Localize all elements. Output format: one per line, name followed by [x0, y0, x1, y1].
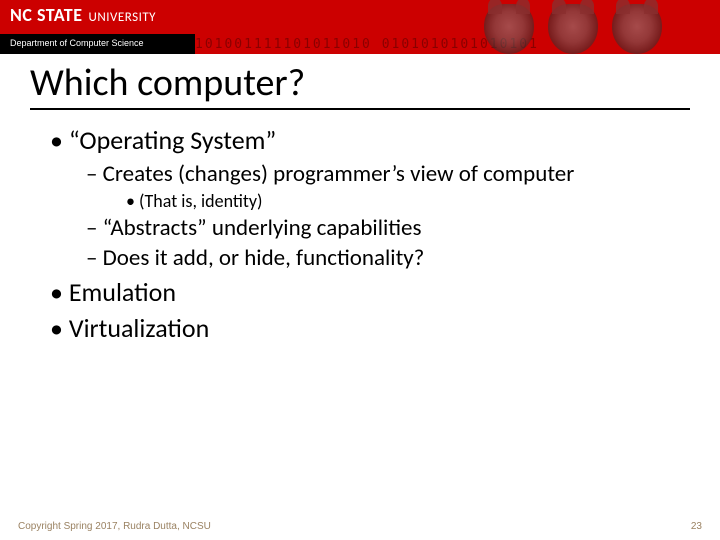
bullet-lvl2: “Abstracts” underlying capabilities	[86, 214, 690, 242]
logo-light: UNIVERSITY	[88, 10, 156, 25]
wolf-icon	[548, 4, 598, 54]
bullet-list: “Operating System” Creates (changes) pro…	[30, 124, 690, 344]
bullet-lvl3: (That is, identity)	[126, 190, 690, 212]
bullet-lvl2: Creates (changes) programmer’s view of c…	[86, 160, 690, 188]
title-area: Which computer?	[0, 54, 720, 110]
bullet-lvl1: “Operating System”	[50, 124, 690, 156]
logo-bold: NC STATE	[10, 4, 82, 26]
department-bar: Department of Computer Science	[0, 34, 195, 54]
bullet-lvl2: Does it add, or hide, functionality?	[86, 244, 690, 272]
bullet-lvl1: Virtualization	[50, 312, 690, 344]
bullet-lvl1: Emulation	[50, 276, 690, 308]
footer-page-number: 23	[691, 521, 702, 532]
university-logo: NC STATE UNIVERSITY	[0, 0, 166, 34]
wolf-icon	[484, 4, 534, 54]
header-band: NC STATE UNIVERSITY Department of Comput…	[0, 0, 720, 54]
footer-copyright: Copyright Spring 2017, Rudra Dutta, NCSU	[18, 521, 211, 532]
footer: Copyright Spring 2017, Rudra Dutta, NCSU…	[0, 521, 720, 532]
wolf-icon	[612, 4, 662, 54]
slide: NC STATE UNIVERSITY Department of Comput…	[0, 0, 720, 540]
page-title: Which computer?	[30, 60, 690, 106]
body-area: “Operating System” Creates (changes) pro…	[0, 110, 720, 540]
